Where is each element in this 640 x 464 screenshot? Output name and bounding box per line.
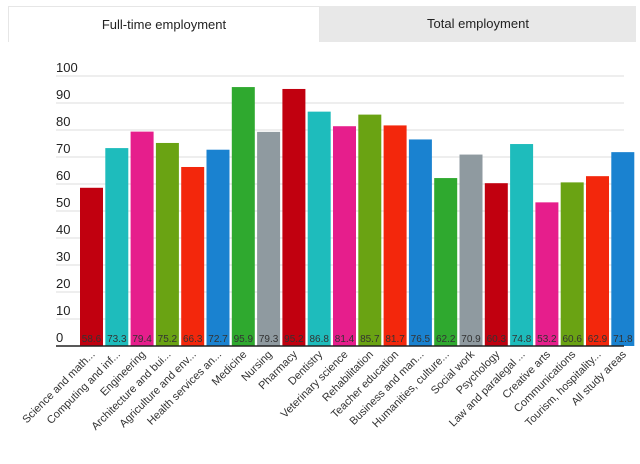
data-label: 81.4: [335, 334, 355, 345]
data-label: 62.2: [436, 334, 456, 345]
data-label: 60.6: [562, 334, 582, 345]
bar: [307, 111, 331, 346]
bar: [383, 125, 407, 346]
data-label: 85.7: [360, 334, 380, 345]
y-tick-label: 100: [56, 60, 78, 75]
data-label: 53.2: [537, 334, 557, 345]
y-tick-label: 60: [56, 168, 70, 183]
data-label: 58.6: [82, 334, 102, 345]
bar: [586, 176, 609, 346]
data-label: 66.3: [183, 334, 203, 345]
data-label: 76.5: [411, 334, 431, 345]
data-label: 74.8: [512, 334, 532, 345]
bar: [80, 187, 103, 346]
bar: [130, 131, 154, 346]
y-tick-label: 10: [56, 303, 70, 318]
y-tick-label: 90: [56, 87, 70, 102]
y-tick-label: 0: [56, 330, 63, 345]
bar: [459, 154, 483, 346]
bar: [560, 182, 584, 346]
bar: [434, 178, 458, 346]
bar: [611, 152, 635, 346]
bar: [282, 88, 306, 347]
data-label: 86.8: [309, 334, 329, 345]
y-tick-label: 80: [56, 114, 70, 129]
data-label: 70.9: [461, 334, 481, 345]
y-tick-label: 20: [56, 276, 70, 291]
tab-bar: Full-time employment Total employment: [8, 6, 636, 42]
bar: [155, 142, 179, 346]
data-label: 73.3: [107, 334, 127, 345]
data-label: 75.2: [158, 334, 178, 345]
y-tick-label: 50: [56, 195, 70, 210]
data-label: 60.3: [487, 334, 507, 345]
data-label: 62.9: [588, 334, 608, 345]
y-tick-label: 30: [56, 249, 70, 264]
bar: [484, 183, 508, 346]
bar: [358, 114, 382, 346]
data-label: 81.7: [385, 334, 405, 345]
data-label: 79.3: [259, 334, 279, 345]
data-label: 72.7: [208, 334, 228, 345]
data-label: 95.9: [234, 334, 254, 345]
bar: [105, 148, 129, 346]
data-label: 95.2: [284, 334, 304, 345]
data-label: 71.8: [613, 334, 633, 345]
bar: [535, 202, 559, 346]
y-tick-label: 70: [56, 141, 70, 156]
bar: [333, 126, 356, 346]
bar: [181, 166, 205, 346]
data-label: 79.4: [132, 334, 152, 345]
bar: [510, 144, 534, 346]
y-tick-label: 40: [56, 222, 70, 237]
tab-total-employment[interactable]: Total employment: [320, 6, 636, 42]
bar: [231, 87, 255, 346]
bar: [257, 131, 281, 346]
bar: [408, 139, 432, 346]
bar: [206, 149, 230, 346]
tab-full-time-employment[interactable]: Full-time employment: [8, 6, 320, 42]
